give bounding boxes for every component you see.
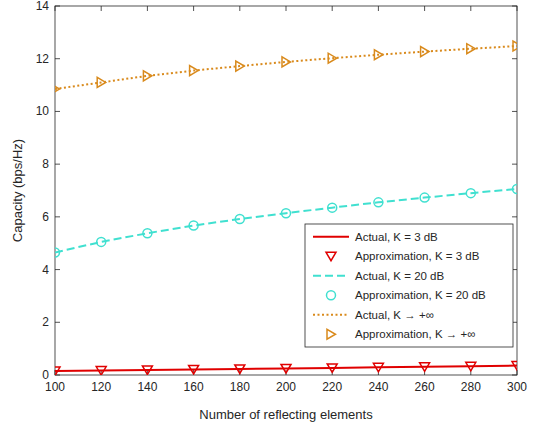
series-marker	[466, 362, 476, 371]
legend-marker	[327, 329, 336, 339]
x-tick-label: 200	[276, 380, 296, 394]
y-tick-label: 2	[42, 315, 49, 329]
legend-label: Approximation, K = 20 dB	[355, 289, 486, 301]
y-tick-label: 8	[42, 157, 49, 171]
x-tick	[378, 6, 379, 11]
series-marker	[513, 41, 517, 51]
x-tick-label: 300	[507, 380, 527, 394]
legend-line	[313, 314, 349, 316]
y-tick	[55, 322, 60, 323]
background	[0, 0, 536, 432]
series-marker	[97, 77, 106, 87]
y-tick	[55, 164, 60, 165]
series-marker	[55, 84, 60, 94]
series-marker	[420, 193, 429, 202]
series-marker	[282, 209, 291, 218]
legend-label: Actual, K → +∞	[355, 309, 434, 321]
plot-frame	[55, 6, 517, 375]
series-marker	[55, 367, 60, 375]
x-tick	[147, 6, 148, 11]
y-tick	[512, 216, 517, 217]
series-marker	[328, 203, 337, 212]
plot-data	[55, 41, 517, 375]
legend-label: Actual, K = 20 dB	[355, 270, 445, 282]
chart: 100 120 140 160 180 200 220 240 260 280 300 0 2 4 6 8 10…	[0, 0, 536, 432]
series-line	[55, 366, 517, 372]
y-tick	[512, 375, 517, 376]
y-tick	[512, 58, 517, 59]
y-tick	[55, 111, 60, 112]
x-tick	[517, 6, 518, 11]
series-line	[55, 46, 517, 89]
legend-marker	[326, 252, 336, 261]
x-tick-label: 100	[45, 380, 65, 394]
legend-marker	[327, 291, 336, 300]
y-axis-label: Capacity (bps/Hz)	[10, 139, 25, 242]
legend-line	[313, 236, 349, 238]
x-tick-label: 240	[368, 380, 388, 394]
x-tick	[332, 6, 333, 11]
y-tick	[55, 216, 60, 217]
y-tick-label: 10	[36, 104, 50, 118]
x-tick	[470, 6, 471, 11]
series-marker	[235, 365, 245, 374]
legend-box	[305, 224, 513, 347]
x-tick-label: 220	[322, 380, 342, 394]
series-marker	[190, 66, 199, 76]
x-tick	[424, 6, 425, 11]
series-marker	[420, 363, 430, 372]
legend: Actual, K = 3 dB Approximation, K = 3 dB A…	[305, 224, 513, 347]
series-marker	[512, 362, 517, 371]
legend-label: Approximation, K → +∞	[355, 328, 475, 340]
y-tick-label: 14	[36, 0, 50, 13]
series-marker	[466, 189, 475, 198]
series-marker	[467, 44, 476, 54]
x-tick-label: 280	[461, 380, 481, 394]
x-tick	[286, 6, 287, 11]
series-marker	[97, 237, 106, 246]
series-marker	[142, 366, 152, 375]
y-tick-label: 12	[36, 52, 50, 66]
series-marker	[327, 364, 337, 373]
y-tick-label: 0	[42, 368, 49, 382]
x-tick-label: 120	[91, 380, 111, 394]
x-tick	[55, 6, 56, 11]
series-marker	[374, 198, 383, 207]
series-marker	[513, 184, 518, 193]
series-marker	[235, 214, 244, 223]
x-tick-label: 160	[184, 380, 204, 394]
x-tick	[101, 6, 102, 11]
y-tick-label: 4	[42, 263, 49, 277]
y-tick	[512, 164, 517, 165]
series-marker	[282, 57, 291, 67]
y-tick	[55, 269, 60, 270]
y-tick-label: 6	[42, 210, 49, 224]
x-axis-label: Number of reflecting elements	[199, 407, 373, 422]
x-tick-label: 180	[230, 380, 250, 394]
series-marker	[236, 61, 245, 71]
series-marker	[421, 47, 430, 57]
series-marker	[143, 71, 152, 81]
series-marker	[281, 364, 291, 373]
series-marker	[189, 365, 199, 374]
x-tick	[193, 6, 194, 11]
series-marker	[328, 53, 337, 63]
y-tick	[512, 6, 517, 7]
series-marker	[374, 50, 383, 60]
x-tick	[239, 6, 240, 11]
series-marker	[189, 221, 198, 230]
y-tick	[55, 6, 60, 7]
y-tick	[55, 58, 60, 59]
y-tick	[512, 111, 517, 112]
x-tick-label: 140	[137, 380, 157, 394]
series-marker	[96, 367, 106, 375]
legend-line	[313, 275, 349, 277]
legend-label: Actual, K = 3 dB	[355, 231, 438, 243]
legend-label: Approximation, K = 3 dB	[355, 250, 480, 262]
x-tick-label: 260	[415, 380, 435, 394]
series-marker	[373, 363, 383, 372]
series-marker	[55, 248, 60, 257]
series-marker	[143, 229, 152, 238]
